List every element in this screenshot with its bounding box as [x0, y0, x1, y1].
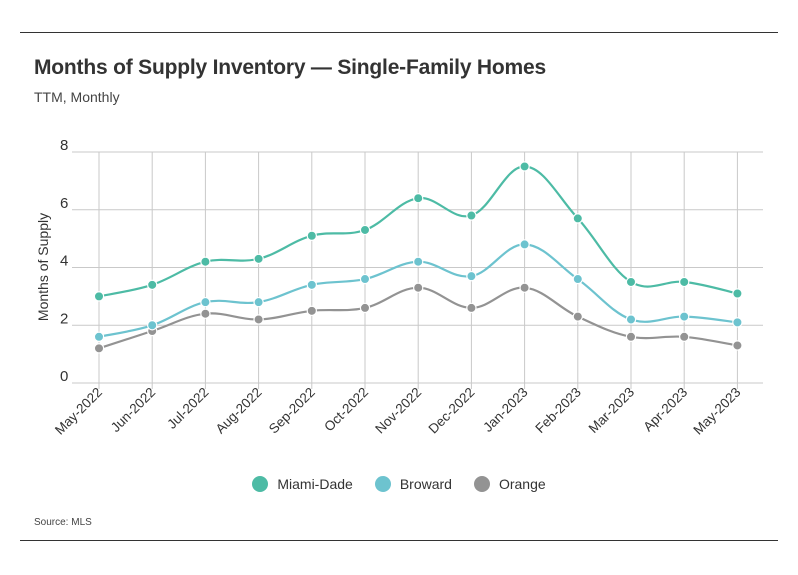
data-point-miami-dade[interactable] [732, 288, 743, 299]
x-tick-label: Jul-2022 [164, 385, 211, 432]
data-point-orange[interactable] [679, 331, 690, 342]
data-point-broward[interactable] [732, 317, 743, 328]
x-tick-label: Sep-2022 [266, 385, 318, 437]
x-tick-label: Apr-2023 [640, 385, 690, 435]
chart-title: Months of Supply Inventory — Single-Fami… [34, 56, 546, 79]
grid [72, 151, 763, 389]
data-point-orange[interactable] [93, 343, 105, 354]
data-point-orange[interactable] [413, 282, 424, 293]
bottom-rule [20, 540, 778, 541]
data-point-broward[interactable] [413, 256, 424, 267]
data-point-broward[interactable] [466, 270, 477, 282]
data-point-miami-dade[interactable] [93, 291, 105, 302]
data-point-broward[interactable] [359, 273, 371, 285]
data-point-miami-dade[interactable] [359, 224, 371, 236]
data-point-miami-dade[interactable] [306, 230, 317, 241]
data-point-miami-dade[interactable] [253, 253, 264, 265]
legend-item-broward[interactable]: Broward [374, 476, 452, 492]
data-point-broward[interactable] [625, 314, 637, 325]
data-point-miami-dade[interactable] [625, 276, 637, 288]
legend: Miami-Dade Broward Orange [0, 476, 798, 492]
data-point-miami-dade[interactable] [200, 256, 211, 267]
data-point-orange[interactable] [359, 302, 371, 314]
x-tick-label: Jun-2022 [108, 385, 158, 435]
y-tick-label: 2 [60, 310, 68, 327]
data-point-miami-dade[interactable] [413, 192, 424, 204]
data-point-orange[interactable] [519, 282, 530, 293]
x-tick-label: Mar-2023 [586, 385, 637, 436]
chart-subtitle: TTM, Monthly [34, 89, 120, 105]
y-axis-label: Months of Supply [35, 213, 51, 321]
data-point-orange[interactable] [306, 305, 317, 317]
y-tick-label: 4 [60, 253, 68, 270]
legend-marker-broward [374, 476, 391, 492]
x-tick-label: Aug-2022 [213, 385, 265, 437]
data-point-orange[interactable] [253, 314, 264, 325]
data-point-broward[interactable] [679, 311, 690, 322]
data-point-orange[interactable] [200, 308, 211, 319]
y-tick-labels: 0 2 4 6 8 [60, 137, 68, 385]
legend-label-miami-dade: Miami-Dade [277, 476, 353, 492]
data-point-broward[interactable] [572, 273, 584, 285]
legend-label-orange: Orange [498, 476, 546, 492]
data-point-orange[interactable] [466, 302, 477, 314]
data-point-broward[interactable] [306, 279, 317, 291]
data-point-orange[interactable] [732, 340, 743, 351]
y-tick-label: 8 [60, 137, 68, 154]
data-point-miami-dade[interactable] [679, 276, 690, 288]
x-tick-label: Feb-2023 [532, 385, 583, 436]
x-tick-label: May-2023 [690, 385, 743, 438]
y-tick-label: 0 [60, 368, 68, 385]
top-rule [20, 32, 778, 33]
x-tick-label: Dec-2022 [426, 385, 478, 437]
source-note: Source: MLS [34, 517, 92, 528]
x-tick-label: Oct-2022 [321, 385, 371, 435]
x-tick-label: Nov-2022 [372, 385, 424, 437]
data-point-miami-dade[interactable] [519, 161, 530, 172]
data-point-broward[interactable] [146, 320, 158, 331]
legend-marker-orange [473, 476, 490, 492]
data-point-miami-dade[interactable] [466, 210, 477, 221]
x-tick-label: May-2022 [52, 385, 105, 438]
legend-item-miami-dade[interactable]: Miami-Dade [252, 476, 353, 492]
data-point-miami-dade[interactable] [572, 213, 584, 224]
data-point-orange[interactable] [625, 331, 637, 342]
series-points [93, 161, 743, 354]
legend-item-orange[interactable]: Orange [473, 476, 546, 492]
y-tick-label: 6 [60, 195, 68, 212]
data-point-broward[interactable] [93, 331, 105, 342]
x-tick-labels: May-2022 Jun-2022 Jul-2022 Aug-2022 Sep-2022… [52, 385, 743, 438]
legend-label-broward: Broward [399, 476, 452, 492]
x-tick-label: Jan-2023 [480, 385, 530, 435]
data-point-broward[interactable] [200, 296, 211, 308]
data-point-orange[interactable] [572, 311, 584, 322]
data-point-broward[interactable] [253, 296, 264, 308]
data-point-miami-dade[interactable] [146, 279, 158, 291]
legend-marker-miami-dade [252, 476, 269, 492]
data-point-broward[interactable] [519, 239, 530, 250]
